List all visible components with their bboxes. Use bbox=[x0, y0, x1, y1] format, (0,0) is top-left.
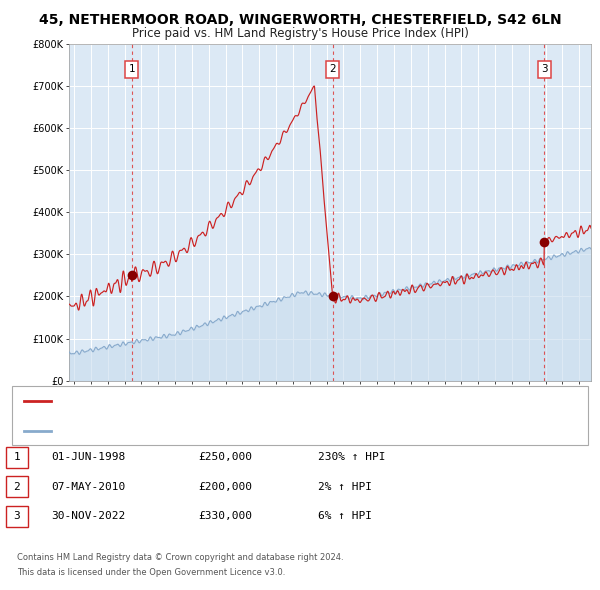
Text: 30-NOV-2022: 30-NOV-2022 bbox=[51, 512, 125, 521]
Text: 45, NETHERMOOR ROAD, WINGERWORTH, CHESTERFIELD, S42 6LN: 45, NETHERMOOR ROAD, WINGERWORTH, CHESTE… bbox=[38, 13, 562, 27]
Text: £330,000: £330,000 bbox=[198, 512, 252, 521]
Text: Contains HM Land Registry data © Crown copyright and database right 2024.: Contains HM Land Registry data © Crown c… bbox=[17, 553, 343, 562]
Text: 2: 2 bbox=[329, 64, 336, 74]
Text: 45, NETHERMOOR ROAD, WINGERWORTH, CHESTERFIELD, S42 6LN (detached house): 45, NETHERMOOR ROAD, WINGERWORTH, CHESTE… bbox=[57, 396, 476, 406]
Text: 01-JUN-1998: 01-JUN-1998 bbox=[51, 453, 125, 462]
Text: 2% ↑ HPI: 2% ↑ HPI bbox=[318, 482, 372, 491]
Text: £200,000: £200,000 bbox=[198, 482, 252, 491]
Text: 3: 3 bbox=[13, 512, 20, 521]
Text: 6% ↑ HPI: 6% ↑ HPI bbox=[318, 512, 372, 521]
Text: 3: 3 bbox=[541, 64, 548, 74]
Text: HPI: Average price, detached house, North East Derbyshire: HPI: Average price, detached house, Nort… bbox=[57, 426, 346, 435]
Text: 2: 2 bbox=[13, 482, 20, 491]
Text: Price paid vs. HM Land Registry's House Price Index (HPI): Price paid vs. HM Land Registry's House … bbox=[131, 27, 469, 40]
Text: 1: 1 bbox=[13, 453, 20, 462]
Text: 230% ↑ HPI: 230% ↑ HPI bbox=[318, 453, 386, 462]
Text: 07-MAY-2010: 07-MAY-2010 bbox=[51, 482, 125, 491]
Text: This data is licensed under the Open Government Licence v3.0.: This data is licensed under the Open Gov… bbox=[17, 568, 285, 577]
Text: £250,000: £250,000 bbox=[198, 453, 252, 462]
Text: 1: 1 bbox=[128, 64, 135, 74]
